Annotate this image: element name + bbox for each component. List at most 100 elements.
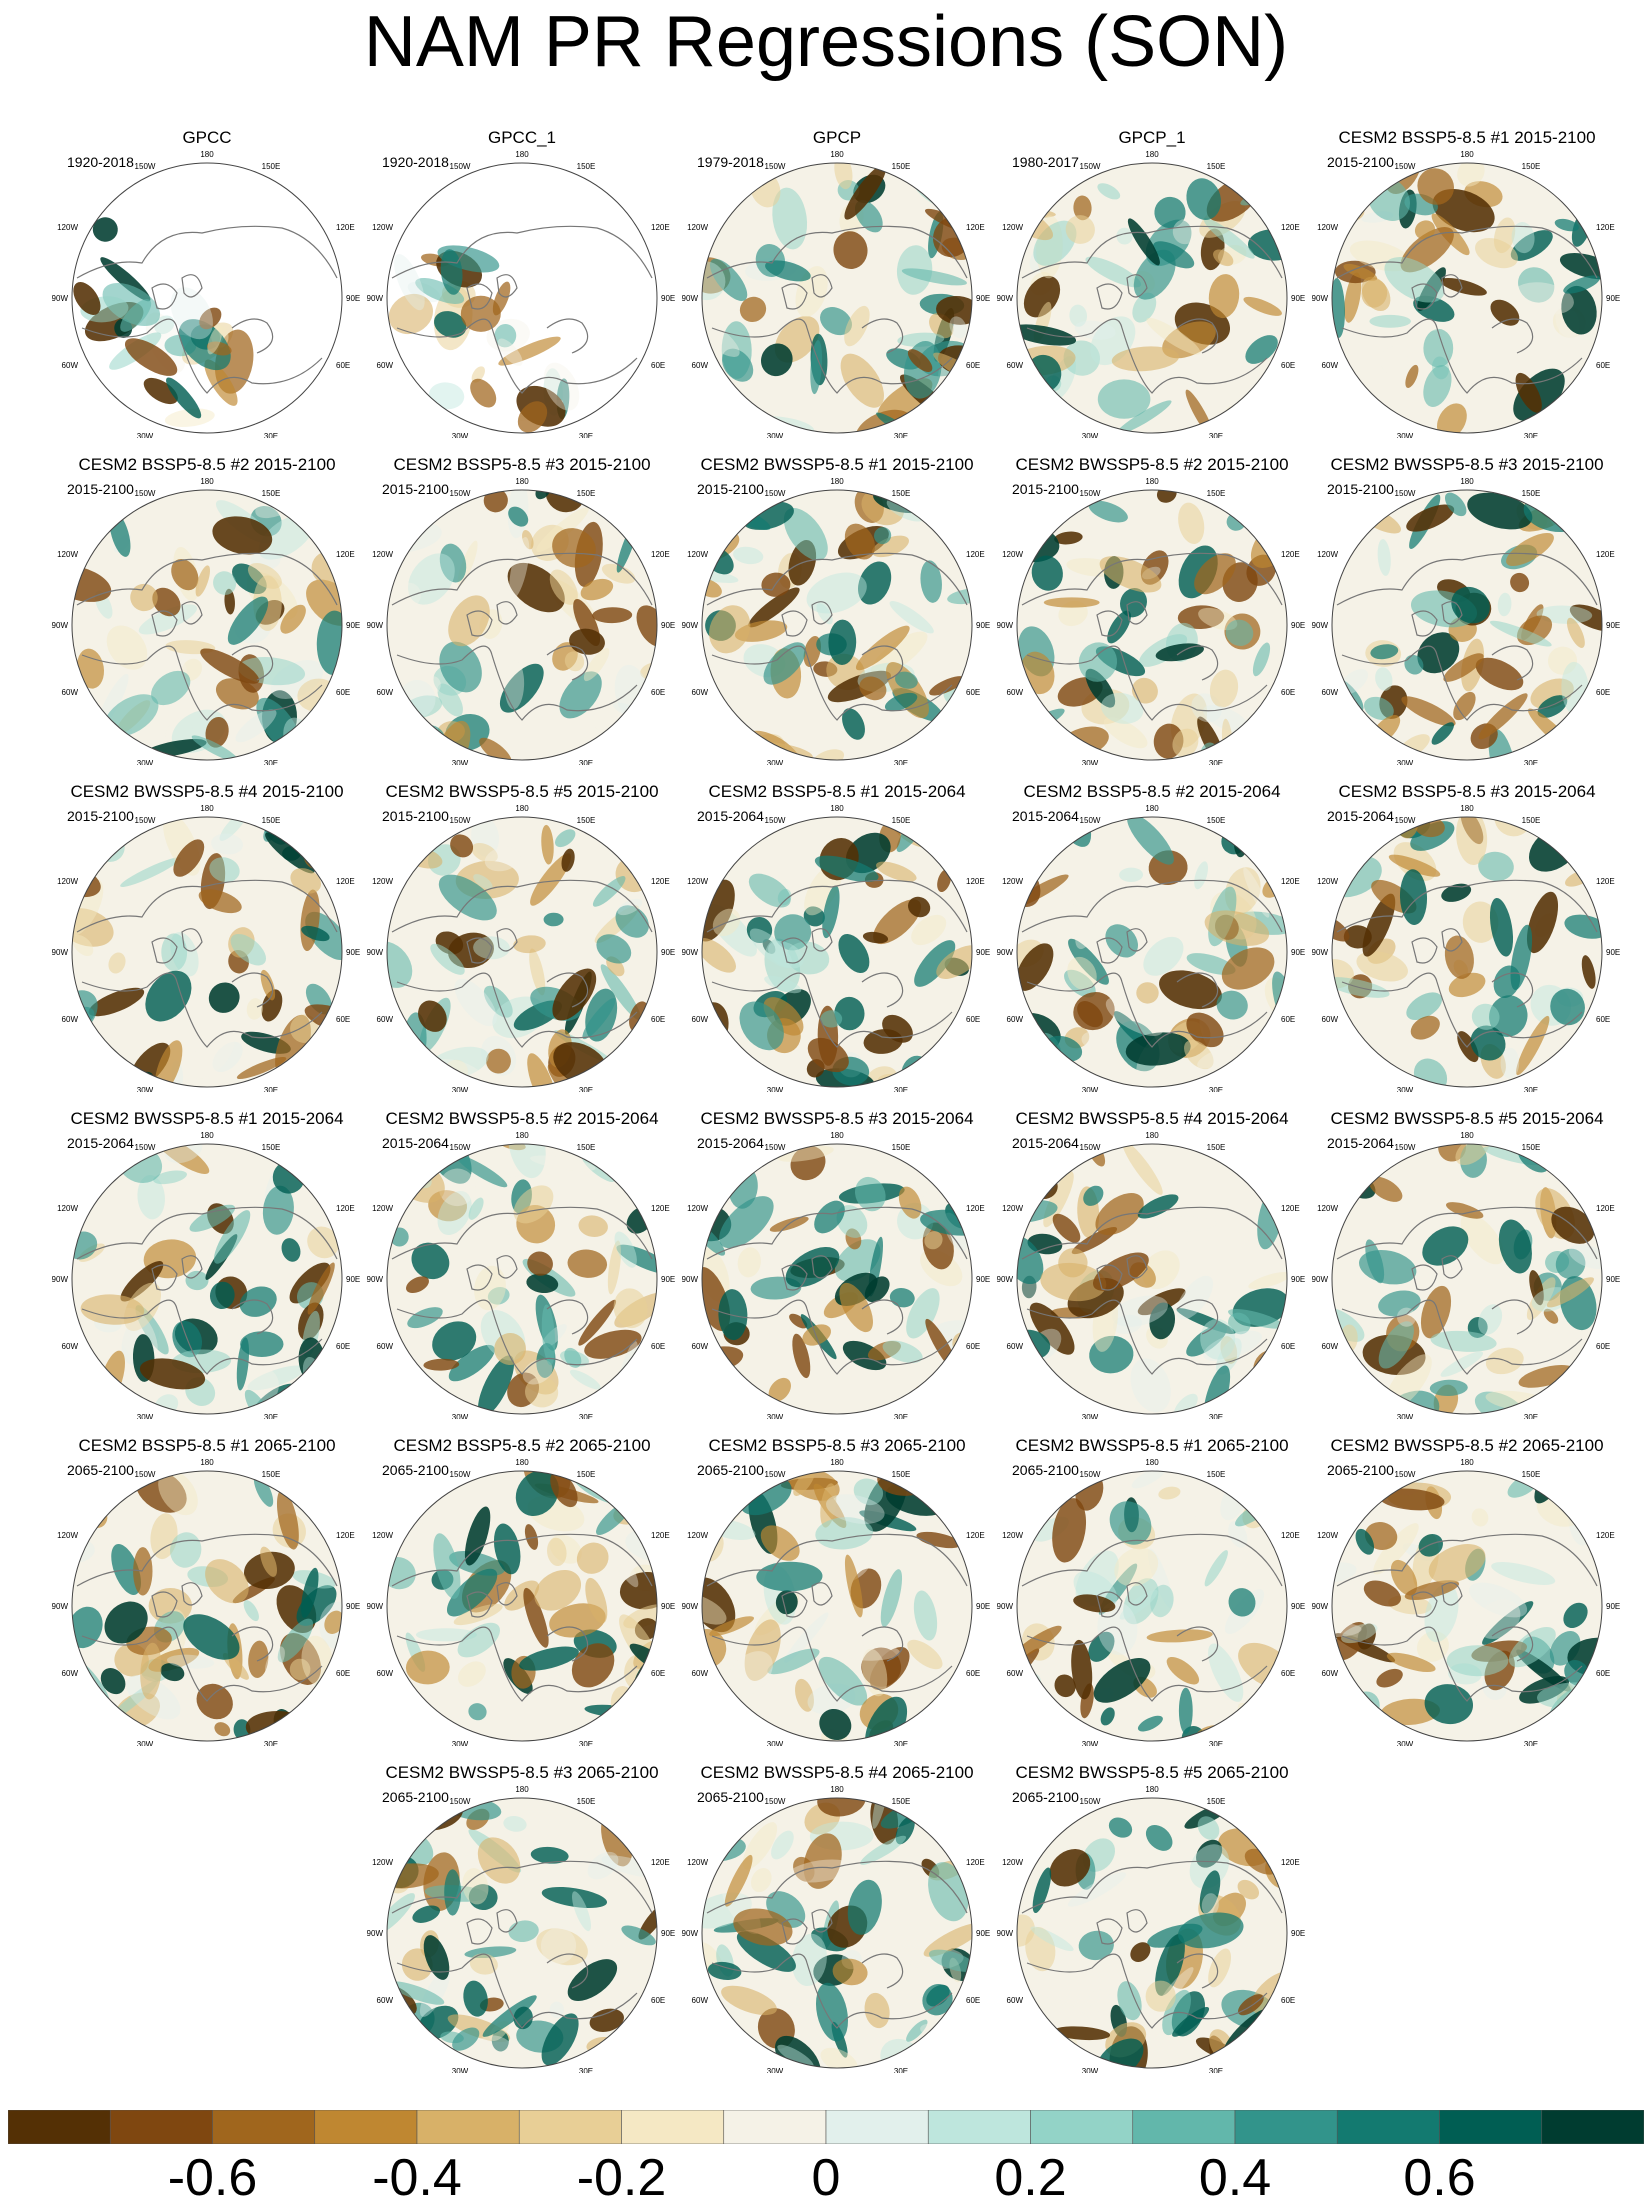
anomaly-patch xyxy=(1423,328,1454,368)
longitude-label: 30E xyxy=(894,432,908,438)
anomaly-patch xyxy=(1208,1948,1232,1988)
longitude-label: 90W xyxy=(367,294,383,303)
anomaly-patch xyxy=(814,1200,845,1234)
longitude-label: 60W xyxy=(62,1669,79,1678)
anomaly-patch xyxy=(1052,1498,1087,1563)
anomaly-patch xyxy=(733,546,764,565)
precip-field xyxy=(72,490,342,760)
precip-field xyxy=(387,1798,657,2068)
anomaly-patch xyxy=(1404,654,1424,675)
anomaly-patch xyxy=(834,996,865,1031)
anomaly-patch xyxy=(1137,1288,1186,1316)
coastline xyxy=(151,283,178,310)
polar-map: 180150W150E120W120E90W90E60W60E30W30E0 xyxy=(52,1131,360,1419)
anomaly-patch xyxy=(1017,733,1036,760)
anomaly-patch xyxy=(1511,222,1535,254)
anomaly-patch xyxy=(468,1703,487,1721)
polar-map: 180150W150E120W120E90W90E60W60E30W30E0 xyxy=(367,1131,675,1419)
longitude-label: 150W xyxy=(765,816,786,825)
map-border xyxy=(1016,489,1288,761)
anomaly-patch xyxy=(861,1647,902,1687)
coastlines xyxy=(706,1533,968,1702)
longitude-label: 150E xyxy=(262,162,281,171)
longitude-label: 90E xyxy=(661,294,675,303)
longitude-label: 120E xyxy=(651,223,670,232)
panel-title: CESM2 BWSSP5-8.5 #2 2015-2100 xyxy=(1015,455,1289,474)
longitude-label: 30E xyxy=(1209,759,1223,765)
anomaly-patch xyxy=(702,314,740,357)
panel-period: 2015-2064 xyxy=(697,808,764,824)
anomaly-patch xyxy=(423,1935,450,1980)
anomaly-patch xyxy=(1245,335,1278,364)
anomaly-patch xyxy=(1208,274,1240,319)
coastline xyxy=(1021,879,1283,933)
colorbar-tick-label: -0.4 xyxy=(372,2149,462,2207)
longitude-label: 150E xyxy=(577,1797,596,1806)
longitude-label: 150W xyxy=(1395,816,1416,825)
coastline xyxy=(76,1206,338,1260)
anomaly-patch xyxy=(279,1068,312,1087)
coastline xyxy=(1126,928,1148,952)
anomaly-patch xyxy=(1053,2026,1111,2041)
anomaly-patch xyxy=(749,928,793,968)
longitude-label: 180 xyxy=(1460,804,1474,813)
anomaly-patch xyxy=(1220,1336,1238,1364)
anomaly-patch xyxy=(1022,2027,1059,2060)
anomaly-patch xyxy=(936,945,972,979)
anomaly-patch xyxy=(561,848,575,872)
longitude-label: 120E xyxy=(1596,223,1615,232)
longitude-label: 60W xyxy=(692,361,709,370)
longitude-label: 150W xyxy=(1080,489,1101,498)
coastline xyxy=(496,274,518,298)
anomaly-patch xyxy=(541,1886,608,1909)
colorbar-labels: -0.6 -0.4 -0.2 0 0.2 0.4 0.6 xyxy=(0,2150,1652,2206)
polar-map: 180150W150E120W120E90W90E60W60E30W30E0 xyxy=(52,150,360,438)
anomaly-patch xyxy=(1120,588,1147,618)
coastline xyxy=(466,283,493,310)
anomaly-patch xyxy=(246,998,264,1020)
anomaly-patch xyxy=(1197,1816,1220,1840)
anomaly-patch xyxy=(882,1340,923,1364)
anomaly-patch xyxy=(554,829,576,848)
anomaly-patch xyxy=(408,725,425,746)
longitude-label: 60E xyxy=(966,361,980,370)
anomaly-patch xyxy=(458,1661,486,1687)
anomaly-patch xyxy=(709,605,751,654)
longitude-label: 90E xyxy=(1291,294,1305,303)
map-border xyxy=(386,489,658,761)
anomaly-patch xyxy=(1478,693,1528,740)
coastline xyxy=(1491,972,1534,1008)
panel-period: 2015-2100 xyxy=(67,481,134,497)
coastline xyxy=(1126,1255,1148,1279)
anomaly-patch xyxy=(567,1959,618,2002)
anomaly-patch xyxy=(795,1678,814,1712)
longitude-label: 180 xyxy=(1145,477,1159,486)
longitude-label: 120E xyxy=(336,550,355,559)
anomaly-patch xyxy=(307,1262,335,1315)
longitude-label: 120E xyxy=(336,223,355,232)
coastline xyxy=(781,283,808,310)
anomaly-patch xyxy=(308,1144,335,1187)
anomaly-patch xyxy=(610,1545,639,1588)
coastline xyxy=(706,879,968,933)
anomaly-patch xyxy=(387,1508,433,1526)
anomaly-patch xyxy=(479,737,512,760)
longitude-label: 180 xyxy=(200,804,214,813)
precip-field xyxy=(702,490,972,760)
anomaly-patch xyxy=(530,1155,596,1172)
anomaly-patch xyxy=(160,1663,185,1682)
anomaly-patch xyxy=(224,588,235,615)
anomaly-patch xyxy=(1203,1330,1262,1361)
anomaly-patch xyxy=(1471,1508,1489,1527)
anomaly-patch xyxy=(1049,1849,1091,1887)
panel-title: CESM2 BWSSP5-8.5 #3 2015-2064 xyxy=(700,1109,974,1128)
anomaly-patch xyxy=(120,299,152,332)
map-border xyxy=(1331,1143,1603,1415)
longitude-label: 60E xyxy=(336,1015,350,1024)
coastline xyxy=(711,1299,953,1375)
longitude-label: 90E xyxy=(976,1929,990,1938)
anomaly-patch xyxy=(921,1722,972,1741)
anomaly-patch xyxy=(1555,1248,1586,1279)
anomaly-patch xyxy=(406,1276,429,1294)
anomaly-patch xyxy=(847,1879,882,1935)
